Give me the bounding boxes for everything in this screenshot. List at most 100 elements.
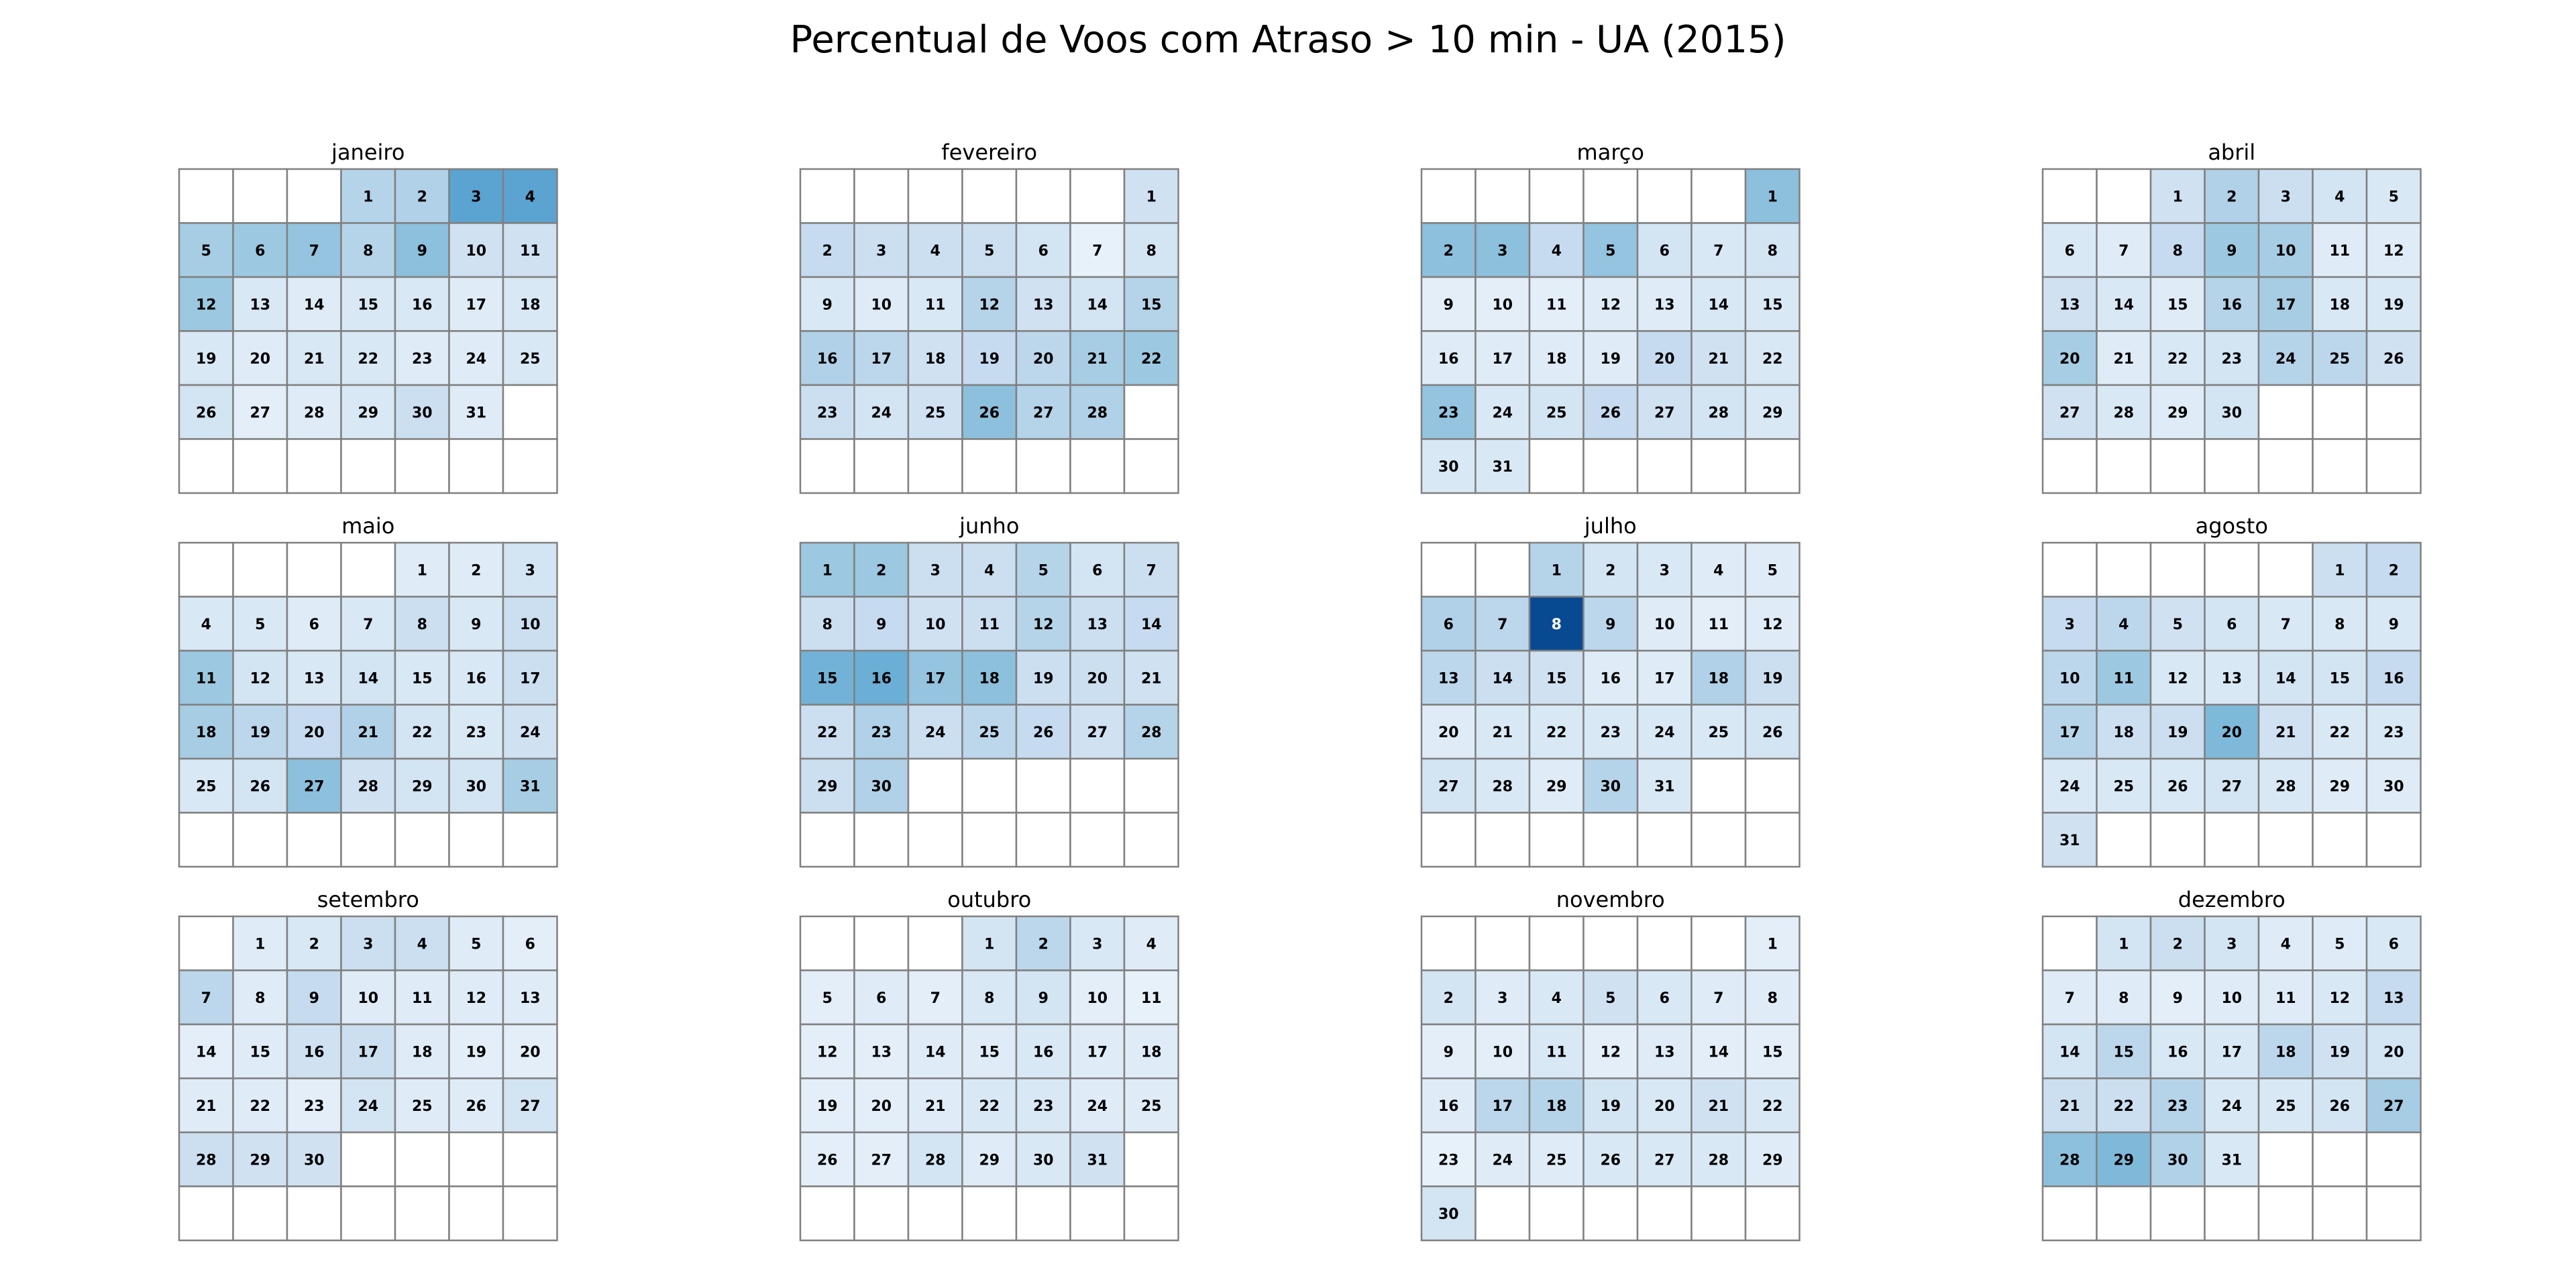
day-cell [394, 541, 450, 598]
day-label: 14 [1087, 297, 1108, 313]
day-label: 22 [2329, 724, 2350, 741]
day-label: 8 [2334, 616, 2345, 633]
day-cell [1420, 222, 1477, 278]
day-cell [1528, 649, 1585, 706]
day-cell [340, 1023, 396, 1079]
day-label: 30 [871, 778, 892, 795]
day-label: 22 [1762, 1098, 1783, 1115]
day-label: 3 [1092, 936, 1102, 953]
day-cell [1744, 330, 1801, 386]
day-label: 17 [2221, 1044, 2242, 1061]
empty-cell [2096, 1185, 2152, 1242]
day-label: 8 [2118, 990, 2129, 1007]
day-cell [2096, 915, 2152, 971]
day-cell [1069, 1077, 1126, 1134]
day-label: 14 [1708, 1044, 1729, 1061]
day-cell [1474, 704, 1531, 760]
month-title: dezembro [2178, 887, 2286, 912]
day-cell [178, 276, 234, 332]
day-label: 17 [520, 670, 541, 687]
empty-cell [232, 168, 288, 224]
empty-cell [1123, 1185, 1179, 1242]
day-cell [232, 649, 288, 706]
day-label: 18 [1546, 351, 1567, 368]
day-cell [1582, 330, 1639, 386]
day-label: 11 [1546, 297, 1567, 313]
empty-cell [1420, 541, 1477, 598]
day-label: 10 [358, 990, 378, 1007]
day-label: 11 [520, 243, 541, 260]
day-label: 5 [984, 243, 994, 260]
month-title: novembro [1556, 887, 1665, 912]
day-cell [1528, 757, 1585, 814]
day-label: 29 [412, 778, 433, 795]
day-cell [1582, 1077, 1639, 1134]
day-label: 1 [363, 189, 373, 205]
day-label: 12 [466, 990, 486, 1007]
empty-cell [2096, 812, 2152, 868]
day-label: 24 [2275, 351, 2296, 368]
day-label: 6 [309, 616, 319, 633]
empty-cell [2365, 384, 2422, 440]
empty-cell [1015, 438, 1071, 494]
day-label: 21 [2059, 1098, 2080, 1115]
empty-cell [961, 168, 1018, 224]
day-cell [232, 330, 288, 386]
day-cell [1744, 915, 1801, 971]
day-label: 28 [1141, 724, 1162, 741]
day-label: 24 [466, 351, 486, 368]
day-label: 31 [1087, 1152, 1108, 1169]
day-label: 1 [2118, 936, 2129, 953]
empty-cell [2365, 438, 2422, 494]
empty-cell [907, 915, 963, 971]
day-cell [2149, 330, 2206, 386]
day-label: 31 [520, 778, 541, 795]
day-label: 9 [471, 616, 481, 633]
day-cell [2365, 649, 2422, 706]
day-label: 14 [1141, 616, 1162, 633]
day-cell [1123, 276, 1179, 332]
day-cell [853, 1131, 910, 1187]
empty-cell [961, 812, 1018, 868]
empty-cell [394, 438, 450, 494]
empty-cell [1744, 438, 1801, 494]
day-label: 8 [822, 616, 833, 633]
day-label: 22 [358, 351, 378, 368]
day-cell [1636, 276, 1693, 332]
day-label: 9 [1038, 990, 1049, 1007]
day-label: 5 [1038, 562, 1049, 579]
day-cell [1474, 596, 1531, 652]
month-title: junho [959, 513, 1019, 539]
day-cell [178, 649, 234, 706]
day-label: 10 [1492, 297, 1513, 313]
day-cell [799, 969, 855, 1026]
day-label: 20 [1087, 670, 1108, 687]
day-cell [1744, 1077, 1801, 1134]
day-cell [2149, 168, 2206, 224]
empty-cell [1069, 168, 1126, 224]
day-label: 5 [1605, 243, 1615, 260]
day-cell [2149, 276, 2206, 332]
day-cell [286, 757, 342, 814]
empty-cell [1123, 757, 1179, 814]
day-label: 2 [1038, 936, 1049, 953]
day-cell [2041, 276, 2098, 332]
day-label: 27 [1033, 405, 1054, 421]
day-label: 16 [2167, 1044, 2188, 1061]
day-label: 29 [2113, 1152, 2134, 1169]
day-cell [1123, 541, 1179, 598]
day-cell [2149, 222, 2206, 278]
day-label: 16 [871, 670, 892, 687]
empty-cell [448, 1185, 504, 1242]
day-label: 26 [466, 1098, 486, 1115]
month-title: maio [341, 513, 394, 539]
day-label: 17 [925, 670, 946, 687]
day-cell [1582, 384, 1639, 440]
empty-cell [2312, 812, 2368, 868]
day-cell [232, 384, 288, 440]
day-cell [907, 384, 963, 440]
day-cell [1636, 757, 1693, 814]
empty-cell [1015, 168, 1071, 224]
